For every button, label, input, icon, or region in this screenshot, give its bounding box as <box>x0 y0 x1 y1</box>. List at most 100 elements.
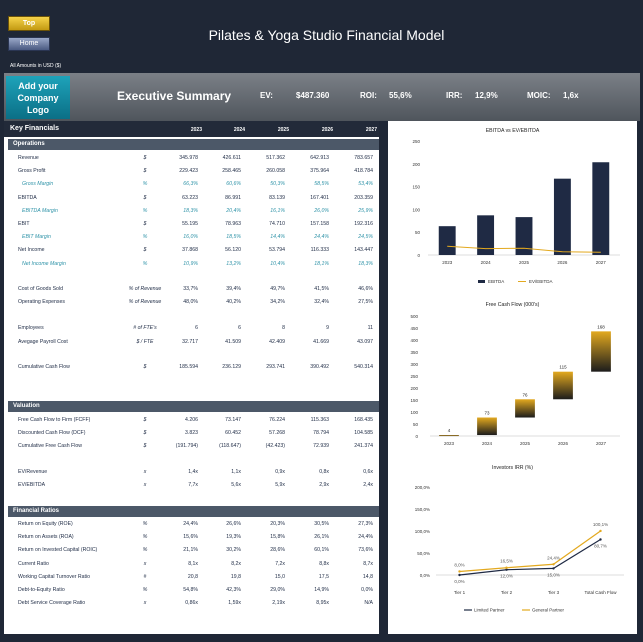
row-value: (118.647) <box>219 443 241 449</box>
row-unit: % <box>142 547 148 554</box>
row-value: 236.129 <box>222 364 241 370</box>
y-tick-label: 250 <box>410 374 418 379</box>
row-value: 63.223 <box>182 194 198 201</box>
row-value: 8,2x <box>231 560 241 567</box>
row-value: 73,6% <box>358 547 373 554</box>
row-value: 260.058 <box>266 168 285 175</box>
data-point <box>599 529 602 533</box>
x-tick-label: 2025 <box>520 441 531 446</box>
row-value: 28,6% <box>270 547 285 554</box>
row-value: 293.741 <box>266 364 285 370</box>
row-value: 418.784 <box>354 168 373 175</box>
row-value: 10,9% <box>183 260 198 267</box>
y-tick-label: 250 <box>412 139 420 144</box>
x-tick-label: Tier 2 <box>501 590 513 595</box>
row-value: 20,3% <box>270 521 285 527</box>
y-tick-label: 200,0% <box>415 485 430 490</box>
row-value: 345.978 <box>179 155 198 161</box>
data-label: 73 <box>484 411 490 416</box>
line-ev-ebitda <box>447 245 601 253</box>
row-value: 203.359 <box>354 194 373 201</box>
y-tick-label: 300 <box>410 362 418 367</box>
row-unit: x <box>143 560 147 567</box>
data-point <box>552 563 555 566</box>
row-unit: $ <box>143 168 147 175</box>
row-value: 375.964 <box>310 168 329 175</box>
table-row: EV/Revenue x 1,4x 1,1x 0,9x 0,8x 0,6x <box>8 466 379 478</box>
row-value: 1,59x <box>228 600 241 607</box>
data-label: 12,0% <box>500 574 513 579</box>
y-tick-label: 150,0% <box>415 507 430 512</box>
row-value: 42,3% <box>226 587 241 593</box>
row-value: 192.316 <box>354 221 373 227</box>
top-button[interactable]: Top <box>8 16 50 31</box>
row-unit: % of Revenue <box>128 299 162 305</box>
row-value: 60,1% <box>314 547 329 554</box>
x-tick-label: Tier 1 <box>454 590 466 595</box>
row-value: 24,5% <box>358 234 373 241</box>
row-value: 18,3% <box>183 207 198 214</box>
data-label: 100,1% <box>593 522 608 527</box>
table-row: Cumulative Cash Flow $185.594 236.129 293.7… <box>8 361 379 373</box>
row-unit: # <box>143 573 147 580</box>
legend-label: EBITDA <box>488 279 504 284</box>
y-tick-label: 0,0% <box>420 573 430 578</box>
row-value: 229.423 <box>179 168 198 175</box>
bar-ebitda <box>477 215 495 255</box>
row-unit: % <box>142 521 148 527</box>
legend-label: General Partner <box>532 608 565 613</box>
table-row: Free Cash Flow to Firm (FCFF) $4.206 73.14… <box>8 414 379 426</box>
row-value: 0,0% <box>361 587 373 593</box>
row-value: 74.710 <box>269 221 285 227</box>
row-label: Return on Assets (ROA) <box>18 534 74 541</box>
home-button[interactable]: Home <box>8 37 50 51</box>
row-value: 40,2% <box>226 299 241 305</box>
row-value: 20,4% <box>226 207 241 214</box>
row-value: 76.224 <box>269 417 285 423</box>
row-label: Working Capital Turnover Ratio <box>18 573 90 580</box>
key-financials-header: Key Financials 2023 2024 2025 2026 2027 <box>4 121 379 137</box>
summary-header-bar <box>4 73 640 121</box>
x-tick-label: 2025 <box>519 260 530 265</box>
row-value: 7,2x <box>275 560 285 567</box>
legend-swatch-ebitda <box>478 280 485 283</box>
row-value: 58,5% <box>314 181 329 188</box>
key-financials-panel <box>4 121 379 634</box>
row-value: 167.401 <box>310 194 329 201</box>
row-value: 50,3% <box>270 181 285 188</box>
table-row: Avegage Payroll Cost $ / FTE 32.717 41.509 4… <box>8 336 379 348</box>
row-value: 16,0% <box>183 234 198 241</box>
data-point <box>599 538 602 541</box>
section-valuation: Valuation <box>8 401 379 412</box>
row-value: 517.362 <box>266 155 285 161</box>
x-tick-label: 2026 <box>557 260 568 265</box>
row-value: 185.594 <box>179 364 198 370</box>
row-value: 32.717 <box>182 339 198 345</box>
bar-ebitda <box>438 226 456 255</box>
row-label: Return on Equity (ROE) <box>18 521 73 527</box>
data-label: 115 <box>559 365 567 370</box>
x-tick-label: 2027 <box>596 260 607 265</box>
company-logo-placeholder[interactable]: Add your Company Logo <box>6 76 70 119</box>
row-value: 24,4% <box>358 534 373 541</box>
row-label: Cost of Goods Sold <box>18 286 63 292</box>
row-value: 7,7x <box>188 482 198 488</box>
y-tick-label: 100,0% <box>415 529 430 534</box>
y-tick-label: 100 <box>410 410 418 415</box>
irr-label: IRR: <box>446 91 463 100</box>
row-unit: # of FTE's <box>133 325 157 331</box>
row-value: 83.139 <box>269 194 285 201</box>
row-value: 26,6% <box>226 521 241 527</box>
row-label: Operating Expenses <box>18 299 66 305</box>
row-value: 53.794 <box>269 247 285 254</box>
moic-label: MOIC: <box>527 91 551 100</box>
row-value: 9 <box>326 325 329 331</box>
table-row: EBITDA $63.223 86.991 83.139 167.401 203.359 <box>8 192 379 204</box>
row-value: 8,7x <box>363 560 373 567</box>
row-unit: $ <box>143 443 147 449</box>
y-tick-label: 450 <box>410 326 418 331</box>
table-row: Return on Assets (ROA)% 15,6% 19,3% 15,8% 26… <box>8 531 379 543</box>
row-value: 426.611 <box>222 155 241 161</box>
row-unit: $ <box>143 364 147 370</box>
x-tick-label: 2023 <box>442 260 453 265</box>
